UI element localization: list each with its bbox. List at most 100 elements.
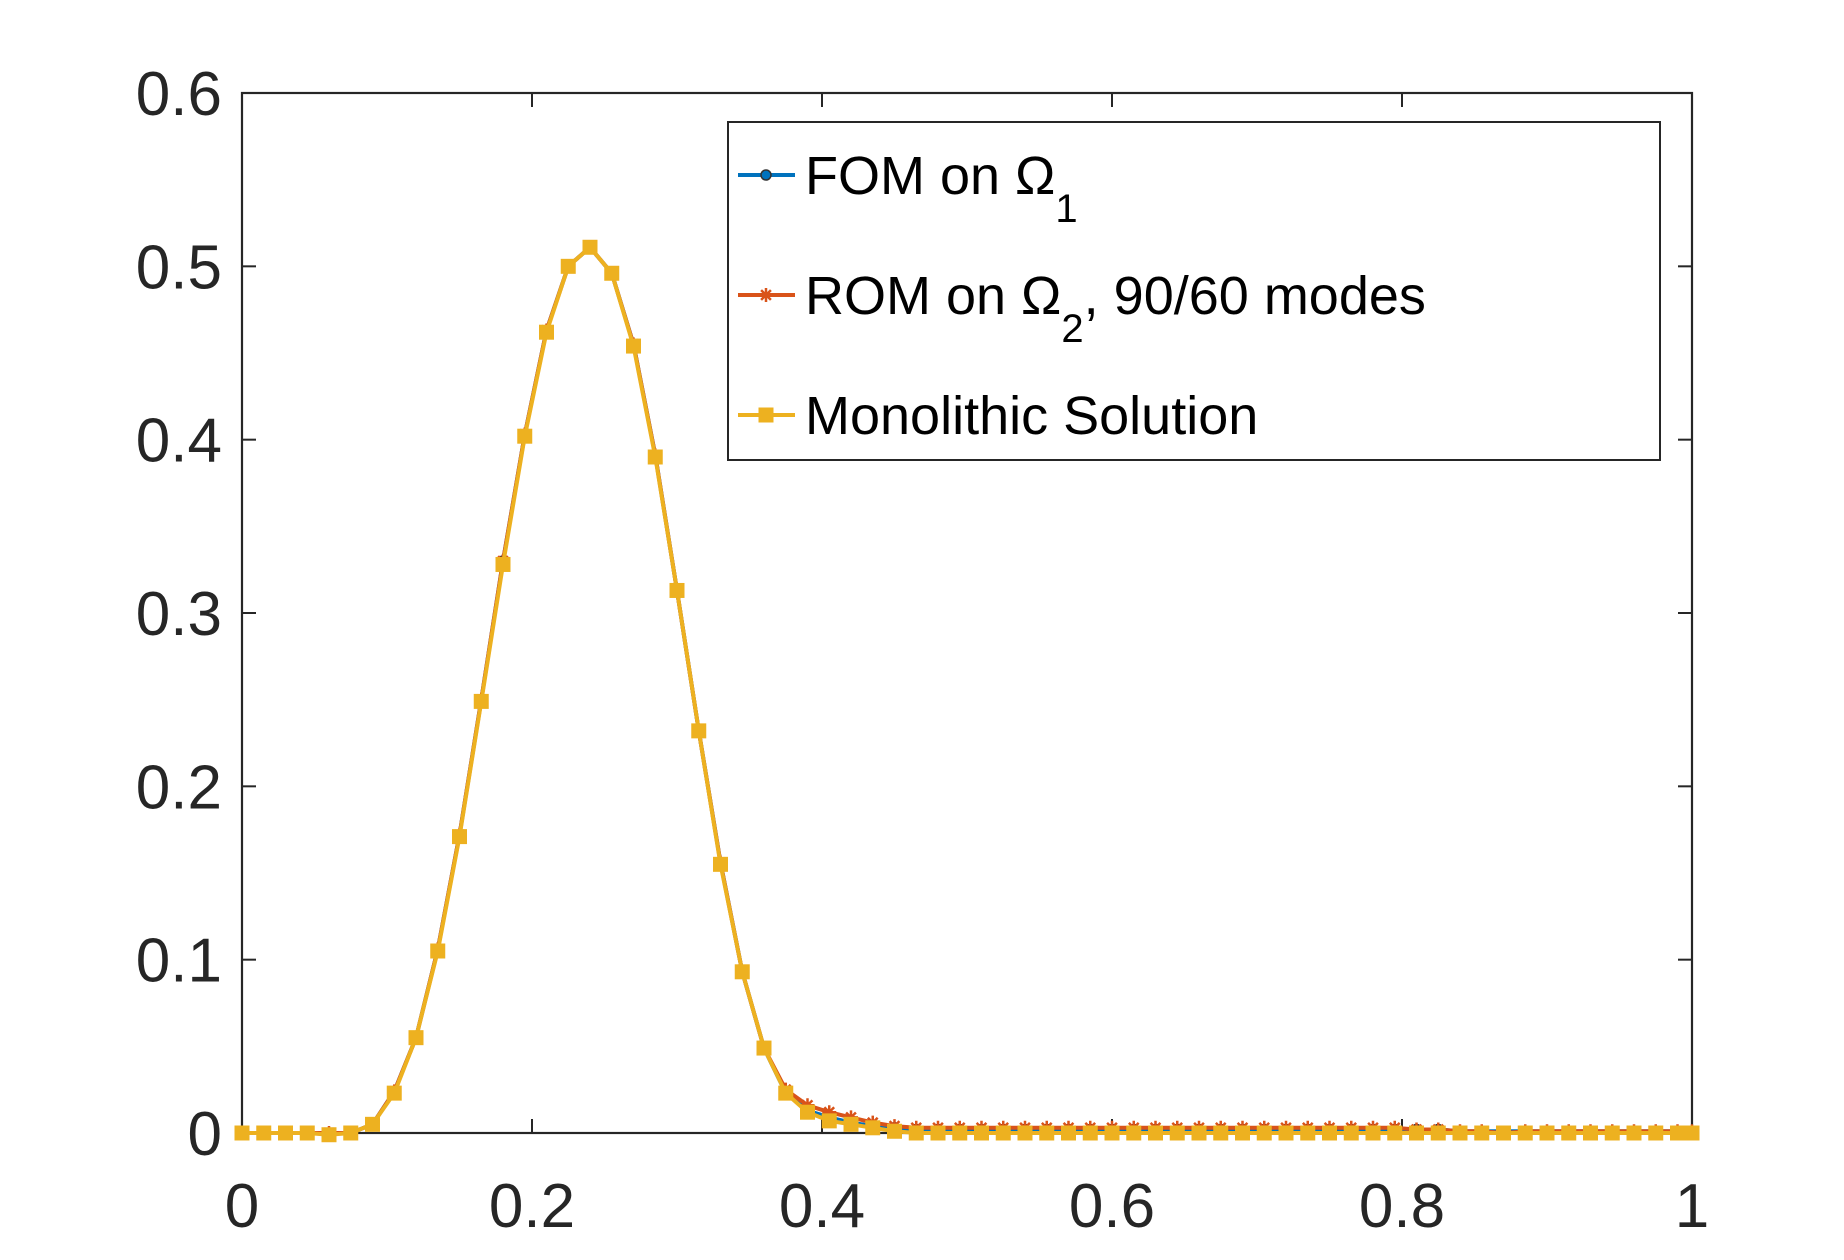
legend-entry-3: Monolithic Solution: [738, 386, 1258, 446]
data-point: [473, 693, 489, 709]
data-point: [452, 829, 467, 845]
data-point: [1191, 1125, 1207, 1141]
data-point: [604, 265, 620, 281]
data-point: [822, 1105, 837, 1120]
axes: 0 0.2 0.4 0.6 0.8 1 0 0.1 0.2 0.3 0.4 0.5 0.6: [136, 60, 1709, 1241]
data-point: [430, 943, 446, 959]
data-point: [1626, 1125, 1642, 1141]
legend-label-main: ROM on Ω: [805, 266, 1061, 326]
data-point: [800, 1104, 815, 1120]
legend-label: Monolithic Solution: [805, 386, 1258, 446]
data-point: [1061, 1125, 1076, 1141]
data-point: [1561, 1125, 1577, 1141]
data-point: [995, 1125, 1011, 1141]
data-point: [365, 1116, 380, 1132]
data-point: [517, 428, 533, 444]
x-tick-label: 0.6: [1069, 1172, 1155, 1241]
data-point: [1148, 1125, 1163, 1141]
data-point: [974, 1125, 989, 1141]
data-point: [1452, 1125, 1468, 1141]
data-point: [1104, 1125, 1120, 1141]
x-tick-label: 0.8: [1359, 1172, 1445, 1241]
legend-entry-2: ROM on Ω2, 90/60 modes: [738, 266, 1426, 351]
data-point: [408, 1030, 424, 1046]
legend-label-main: Monolithic Solution: [805, 386, 1258, 446]
data-point: [1496, 1125, 1511, 1141]
data-point: [1300, 1125, 1316, 1141]
data-point: [843, 1116, 859, 1132]
data-point-star: [759, 288, 773, 302]
data-point: [756, 1040, 772, 1056]
data-point: [952, 1125, 968, 1141]
data-point: [234, 1125, 250, 1141]
data-point: [560, 258, 576, 274]
x-tick-label: 1: [1675, 1172, 1709, 1241]
data-point: [691, 723, 707, 739]
data-point: [734, 964, 750, 980]
legend: FOM on Ω1 ROM on Ω2, 90/60 modes Monolithi…: [727, 121, 1661, 461]
data-point: [1017, 1125, 1033, 1141]
data-point: [386, 1085, 402, 1101]
data-point: [1126, 1125, 1142, 1141]
y-tick-label: 0.3: [136, 580, 222, 649]
data-point: [1343, 1125, 1359, 1141]
data-point: [1082, 1125, 1098, 1141]
x-tick-label: 0: [225, 1172, 259, 1241]
y-tick-label: 0.4: [136, 407, 222, 476]
data-point: [1322, 1125, 1337, 1141]
data-point: [256, 1125, 272, 1141]
y-tick-label: 0.1: [136, 927, 222, 996]
series-3: [234, 239, 1700, 1143]
data-point: [1583, 1125, 1598, 1141]
legend-box: [727, 121, 1661, 461]
legend-label-main: FOM on Ω: [805, 146, 1055, 206]
x-tick-label: 0.4: [779, 1172, 865, 1241]
data-point: [626, 338, 641, 354]
data-point: [669, 582, 685, 598]
data-point: [1169, 1125, 1185, 1141]
data-point-star: [822, 1105, 837, 1120]
data-point: [759, 288, 773, 302]
data-point: [1039, 1125, 1055, 1141]
data-point: [1430, 1125, 1446, 1141]
data-point: [582, 239, 598, 255]
legend-label: FOM on Ω1: [805, 146, 1078, 231]
data-point: [1604, 1125, 1620, 1141]
data-point: [1409, 1125, 1424, 1141]
y-tick-label: 0.5: [136, 233, 222, 302]
data-point: [1517, 1125, 1533, 1141]
data-point: [321, 1127, 337, 1143]
y-tick-label: 0.2: [136, 753, 222, 822]
data-point: [1235, 1125, 1250, 1141]
data-point: [758, 407, 774, 423]
data-point: [1256, 1125, 1272, 1141]
data-point: [1365, 1125, 1381, 1141]
data-point: [1539, 1125, 1555, 1141]
data-point: [647, 449, 663, 465]
data-point: [495, 556, 511, 572]
data-point: [908, 1125, 924, 1141]
series-layer: [234, 239, 1700, 1143]
data-point: [887, 1123, 902, 1139]
data-point: [299, 1125, 315, 1141]
data-point: [1278, 1125, 1294, 1141]
y-tick-label: 0: [188, 1100, 222, 1169]
data-point: [1670, 1125, 1685, 1141]
data-point: [821, 1113, 837, 1129]
data-point: [539, 324, 554, 340]
data-point: [760, 169, 772, 181]
data-point: [278, 1125, 293, 1141]
legend-label-subscript: 2: [1061, 307, 1083, 351]
data-point: [1387, 1125, 1403, 1141]
data-point: [930, 1125, 946, 1141]
data-point: [343, 1125, 359, 1141]
legend-label-subscript: 1: [1055, 187, 1077, 231]
data-point: [778, 1085, 794, 1101]
data-point: [713, 856, 728, 872]
x-tick-label: 0.2: [489, 1172, 575, 1241]
legend-label: ROM on Ω2, 90/60 modes: [805, 266, 1426, 351]
y-tick-label: 0.6: [136, 60, 222, 129]
data-point: [1648, 1125, 1664, 1141]
data-point: [1684, 1125, 1700, 1141]
